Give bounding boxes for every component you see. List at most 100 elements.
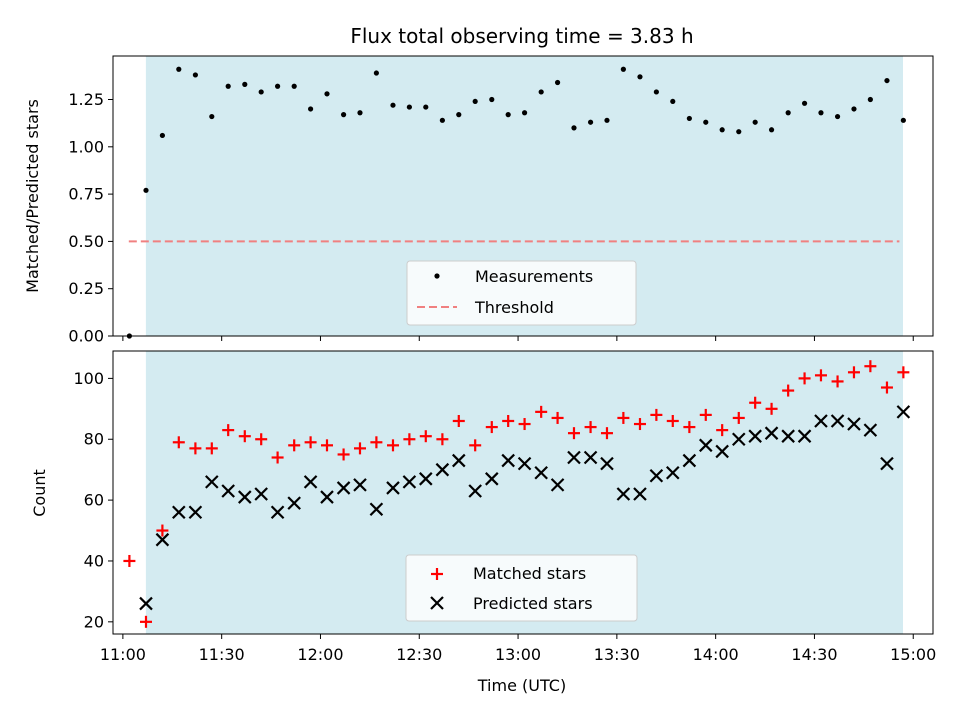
predicted-star-point bbox=[550, 478, 565, 492]
measurement-point bbox=[489, 96, 495, 103]
predicted-star-point bbox=[633, 487, 647, 501]
measurement-points bbox=[126, 66, 906, 339]
y-tick-label: 80 bbox=[84, 430, 104, 449]
predicted-star-point bbox=[616, 487, 631, 501]
matched-star-point bbox=[436, 433, 449, 446]
measurement-point bbox=[159, 132, 165, 139]
count-y-ticks: 20 40 60 80 100 bbox=[73, 369, 113, 631]
matched-star-point bbox=[584, 421, 597, 434]
predicted-star-point bbox=[863, 423, 878, 437]
matched-star-point bbox=[172, 436, 185, 449]
predicted-star-point bbox=[139, 596, 153, 611]
matched-star-point bbox=[847, 366, 860, 379]
y-tick-label: 60 bbox=[84, 491, 104, 510]
predicted-star-point bbox=[830, 414, 845, 428]
measurement-point bbox=[456, 112, 462, 118]
x-tick-label: 13:30 bbox=[594, 645, 640, 664]
matched-star-point bbox=[782, 384, 795, 397]
matched-star-point bbox=[288, 439, 301, 452]
ratio-x-ticks bbox=[122, 336, 914, 341]
measurement-point bbox=[538, 89, 544, 95]
measurement-point bbox=[554, 79, 561, 86]
x-tick-label: 15:00 bbox=[890, 645, 936, 664]
y-tick-label: 0.00 bbox=[68, 327, 104, 346]
matched-star-point bbox=[798, 372, 811, 385]
matched-star-point bbox=[205, 442, 218, 455]
predicted-star-point bbox=[303, 475, 318, 489]
matched-star-point bbox=[814, 369, 827, 382]
x-tick-label: 13:00 bbox=[495, 645, 541, 664]
legend-matched-marker bbox=[431, 568, 443, 580]
matched-star-point bbox=[765, 402, 778, 415]
matched-star-points bbox=[123, 360, 910, 628]
legend-measurements-marker bbox=[434, 273, 440, 279]
predicted-star-point bbox=[452, 453, 466, 468]
matched-star-point bbox=[238, 430, 251, 443]
matched-star-point bbox=[831, 375, 844, 388]
predicted-star-point bbox=[221, 484, 235, 498]
x-tick-label: 14:30 bbox=[791, 645, 837, 664]
measurement-point bbox=[587, 119, 594, 125]
measurement-point bbox=[225, 83, 231, 89]
matched-star-point bbox=[222, 424, 235, 437]
predicted-star-point bbox=[748, 429, 762, 443]
matched-star-point bbox=[304, 436, 317, 449]
count-plot-frame bbox=[112, 350, 934, 635]
predicted-star-point bbox=[715, 444, 729, 459]
matched-star-point bbox=[502, 414, 515, 427]
measurement-point bbox=[505, 112, 511, 118]
predicted-star-point bbox=[534, 465, 548, 480]
matched-star-point bbox=[633, 418, 646, 431]
measurement-point bbox=[768, 127, 775, 133]
predicted-star-point bbox=[600, 456, 614, 471]
predicted-star-point bbox=[896, 405, 911, 419]
measurement-point bbox=[637, 74, 643, 80]
y-tick-label: 20 bbox=[84, 612, 104, 631]
matched-star-point bbox=[370, 436, 383, 449]
count-legend-box bbox=[405, 554, 638, 622]
ratio-y-axis-label: Matched/Predicted stars bbox=[23, 99, 42, 293]
count-legend: Matched stars Predicted stars bbox=[405, 554, 638, 622]
measurement-point bbox=[242, 81, 248, 87]
matched-star-point bbox=[683, 421, 696, 434]
legend-measurements-label: Measurements bbox=[475, 267, 593, 286]
predicted-star-point bbox=[386, 481, 400, 495]
matched-star-point bbox=[617, 411, 630, 424]
matched-star-point bbox=[732, 411, 745, 424]
predicted-star-point bbox=[698, 438, 713, 453]
predicted-star-point bbox=[270, 505, 285, 520]
matched-star-point bbox=[485, 421, 498, 434]
measurement-point bbox=[719, 127, 725, 133]
matched-star-point bbox=[139, 615, 152, 628]
predicted-star-point bbox=[814, 414, 828, 428]
predicted-star-point bbox=[583, 450, 598, 465]
matched-star-point bbox=[337, 448, 350, 461]
measurement-point bbox=[884, 77, 890, 84]
matched-star-point bbox=[271, 451, 284, 464]
measurement-point bbox=[785, 110, 791, 116]
measurement-point bbox=[834, 113, 841, 120]
x-tick-label: 11:00 bbox=[100, 645, 146, 664]
y-tick-label: 1.00 bbox=[68, 137, 104, 156]
predicted-star-point bbox=[336, 481, 351, 495]
predicted-star-point bbox=[797, 429, 812, 443]
predicted-star-points bbox=[139, 405, 911, 611]
predicted-star-point bbox=[682, 453, 697, 468]
predicted-star-point bbox=[188, 505, 203, 520]
measurement-point bbox=[340, 112, 347, 118]
measurement-point bbox=[472, 98, 478, 105]
x-axis-label: Time (UTC) bbox=[477, 676, 566, 695]
y-tick-label: 0.75 bbox=[68, 185, 104, 204]
measurement-point bbox=[686, 115, 692, 122]
measurement-point bbox=[209, 113, 215, 120]
measurement-point bbox=[439, 117, 445, 123]
matched-star-point bbox=[699, 408, 712, 421]
matched-star-point bbox=[386, 439, 399, 452]
predicted-star-point bbox=[567, 450, 581, 465]
measurement-point bbox=[620, 66, 626, 72]
x-tick-label: 12:30 bbox=[396, 645, 442, 664]
matched-star-point bbox=[897, 366, 910, 379]
measurement-point bbox=[653, 89, 659, 95]
measurement-point bbox=[867, 96, 873, 103]
